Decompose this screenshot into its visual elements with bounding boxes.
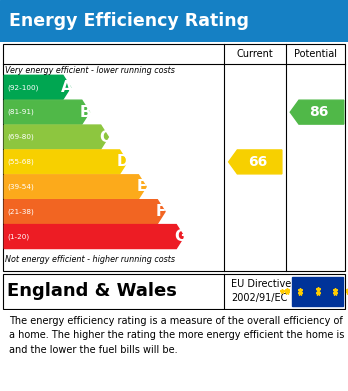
Text: (39-54): (39-54) [7, 183, 34, 190]
Polygon shape [4, 125, 108, 149]
Text: (81-91): (81-91) [7, 109, 34, 115]
Text: Energy Efficiency Rating: Energy Efficiency Rating [9, 12, 249, 30]
Polygon shape [229, 150, 282, 174]
Text: 86: 86 [309, 105, 329, 119]
Text: (1-20): (1-20) [7, 233, 29, 240]
Text: G: G [174, 229, 186, 244]
Text: Current: Current [237, 49, 274, 59]
Text: Potential: Potential [294, 49, 337, 59]
Polygon shape [4, 175, 146, 199]
Polygon shape [4, 100, 89, 124]
Bar [292, 277, 343, 305]
Text: C: C [99, 129, 110, 145]
Text: E: E [137, 179, 148, 194]
Text: (69-80): (69-80) [7, 134, 34, 140]
Text: B: B [80, 105, 92, 120]
Text: D: D [117, 154, 130, 169]
Text: Very energy efficient - lower running costs: Very energy efficient - lower running co… [5, 66, 175, 75]
Text: England & Wales: England & Wales [7, 282, 177, 300]
Text: A: A [61, 80, 73, 95]
Text: 66: 66 [248, 155, 267, 169]
Polygon shape [4, 200, 165, 224]
Polygon shape [4, 75, 71, 99]
Text: F: F [156, 204, 166, 219]
Text: (92-100): (92-100) [7, 84, 38, 90]
Text: Not energy efficient - higher running costs: Not energy efficient - higher running co… [5, 255, 175, 264]
Text: (21-38): (21-38) [7, 208, 34, 215]
Polygon shape [4, 224, 184, 249]
Polygon shape [4, 150, 127, 174]
Text: (55-68): (55-68) [7, 159, 34, 165]
Text: The energy efficiency rating is a measure of the overall efficiency of a home. T: The energy efficiency rating is a measur… [9, 316, 344, 355]
Polygon shape [290, 100, 344, 124]
Text: EU Directive
2002/91/EC: EU Directive 2002/91/EC [231, 278, 292, 303]
